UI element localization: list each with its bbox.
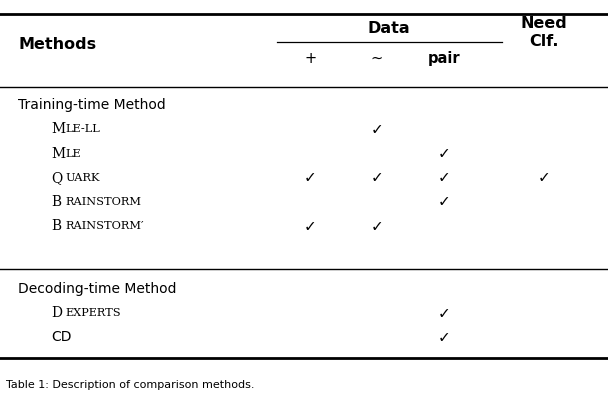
Text: Data: Data [368,21,410,36]
Text: ✓: ✓ [438,170,450,185]
Text: ✓: ✓ [371,219,383,234]
Text: ✓: ✓ [438,146,450,161]
Text: Table 1: Description of comparison methods.: Table 1: Description of comparison metho… [6,380,255,389]
Text: Training-time Method: Training-time Method [18,98,166,112]
Text: D: D [52,306,63,320]
Text: ✓: ✓ [438,330,450,345]
Text: LE-LL: LE-LL [65,124,100,134]
Text: B: B [52,219,62,233]
Text: RAINSTORM: RAINSTORM [65,197,141,207]
Text: Methods: Methods [18,37,96,52]
Text: Q: Q [52,171,63,185]
Text: ✓: ✓ [538,170,550,185]
Text: ✓: ✓ [371,170,383,185]
Text: ∼: ∼ [371,51,383,66]
Text: EXPERTS: EXPERTS [65,308,120,318]
Text: LE: LE [65,149,81,158]
Text: RAINSTORM′: RAINSTORM′ [65,221,143,231]
Text: ✓: ✓ [371,122,383,137]
Text: M: M [52,122,66,136]
Text: pair: pair [427,51,460,66]
Text: +: + [304,51,316,66]
Text: Decoding-time Method: Decoding-time Method [18,282,177,296]
Text: UARK: UARK [65,173,100,183]
Text: Need
Clf.: Need Clf. [521,16,567,48]
Text: ✓: ✓ [304,170,316,185]
Text: M: M [52,147,66,160]
Text: CD: CD [52,330,72,344]
Text: ✓: ✓ [438,305,450,321]
Text: ✓: ✓ [438,194,450,210]
Text: ✓: ✓ [304,219,316,234]
Text: B: B [52,195,62,209]
